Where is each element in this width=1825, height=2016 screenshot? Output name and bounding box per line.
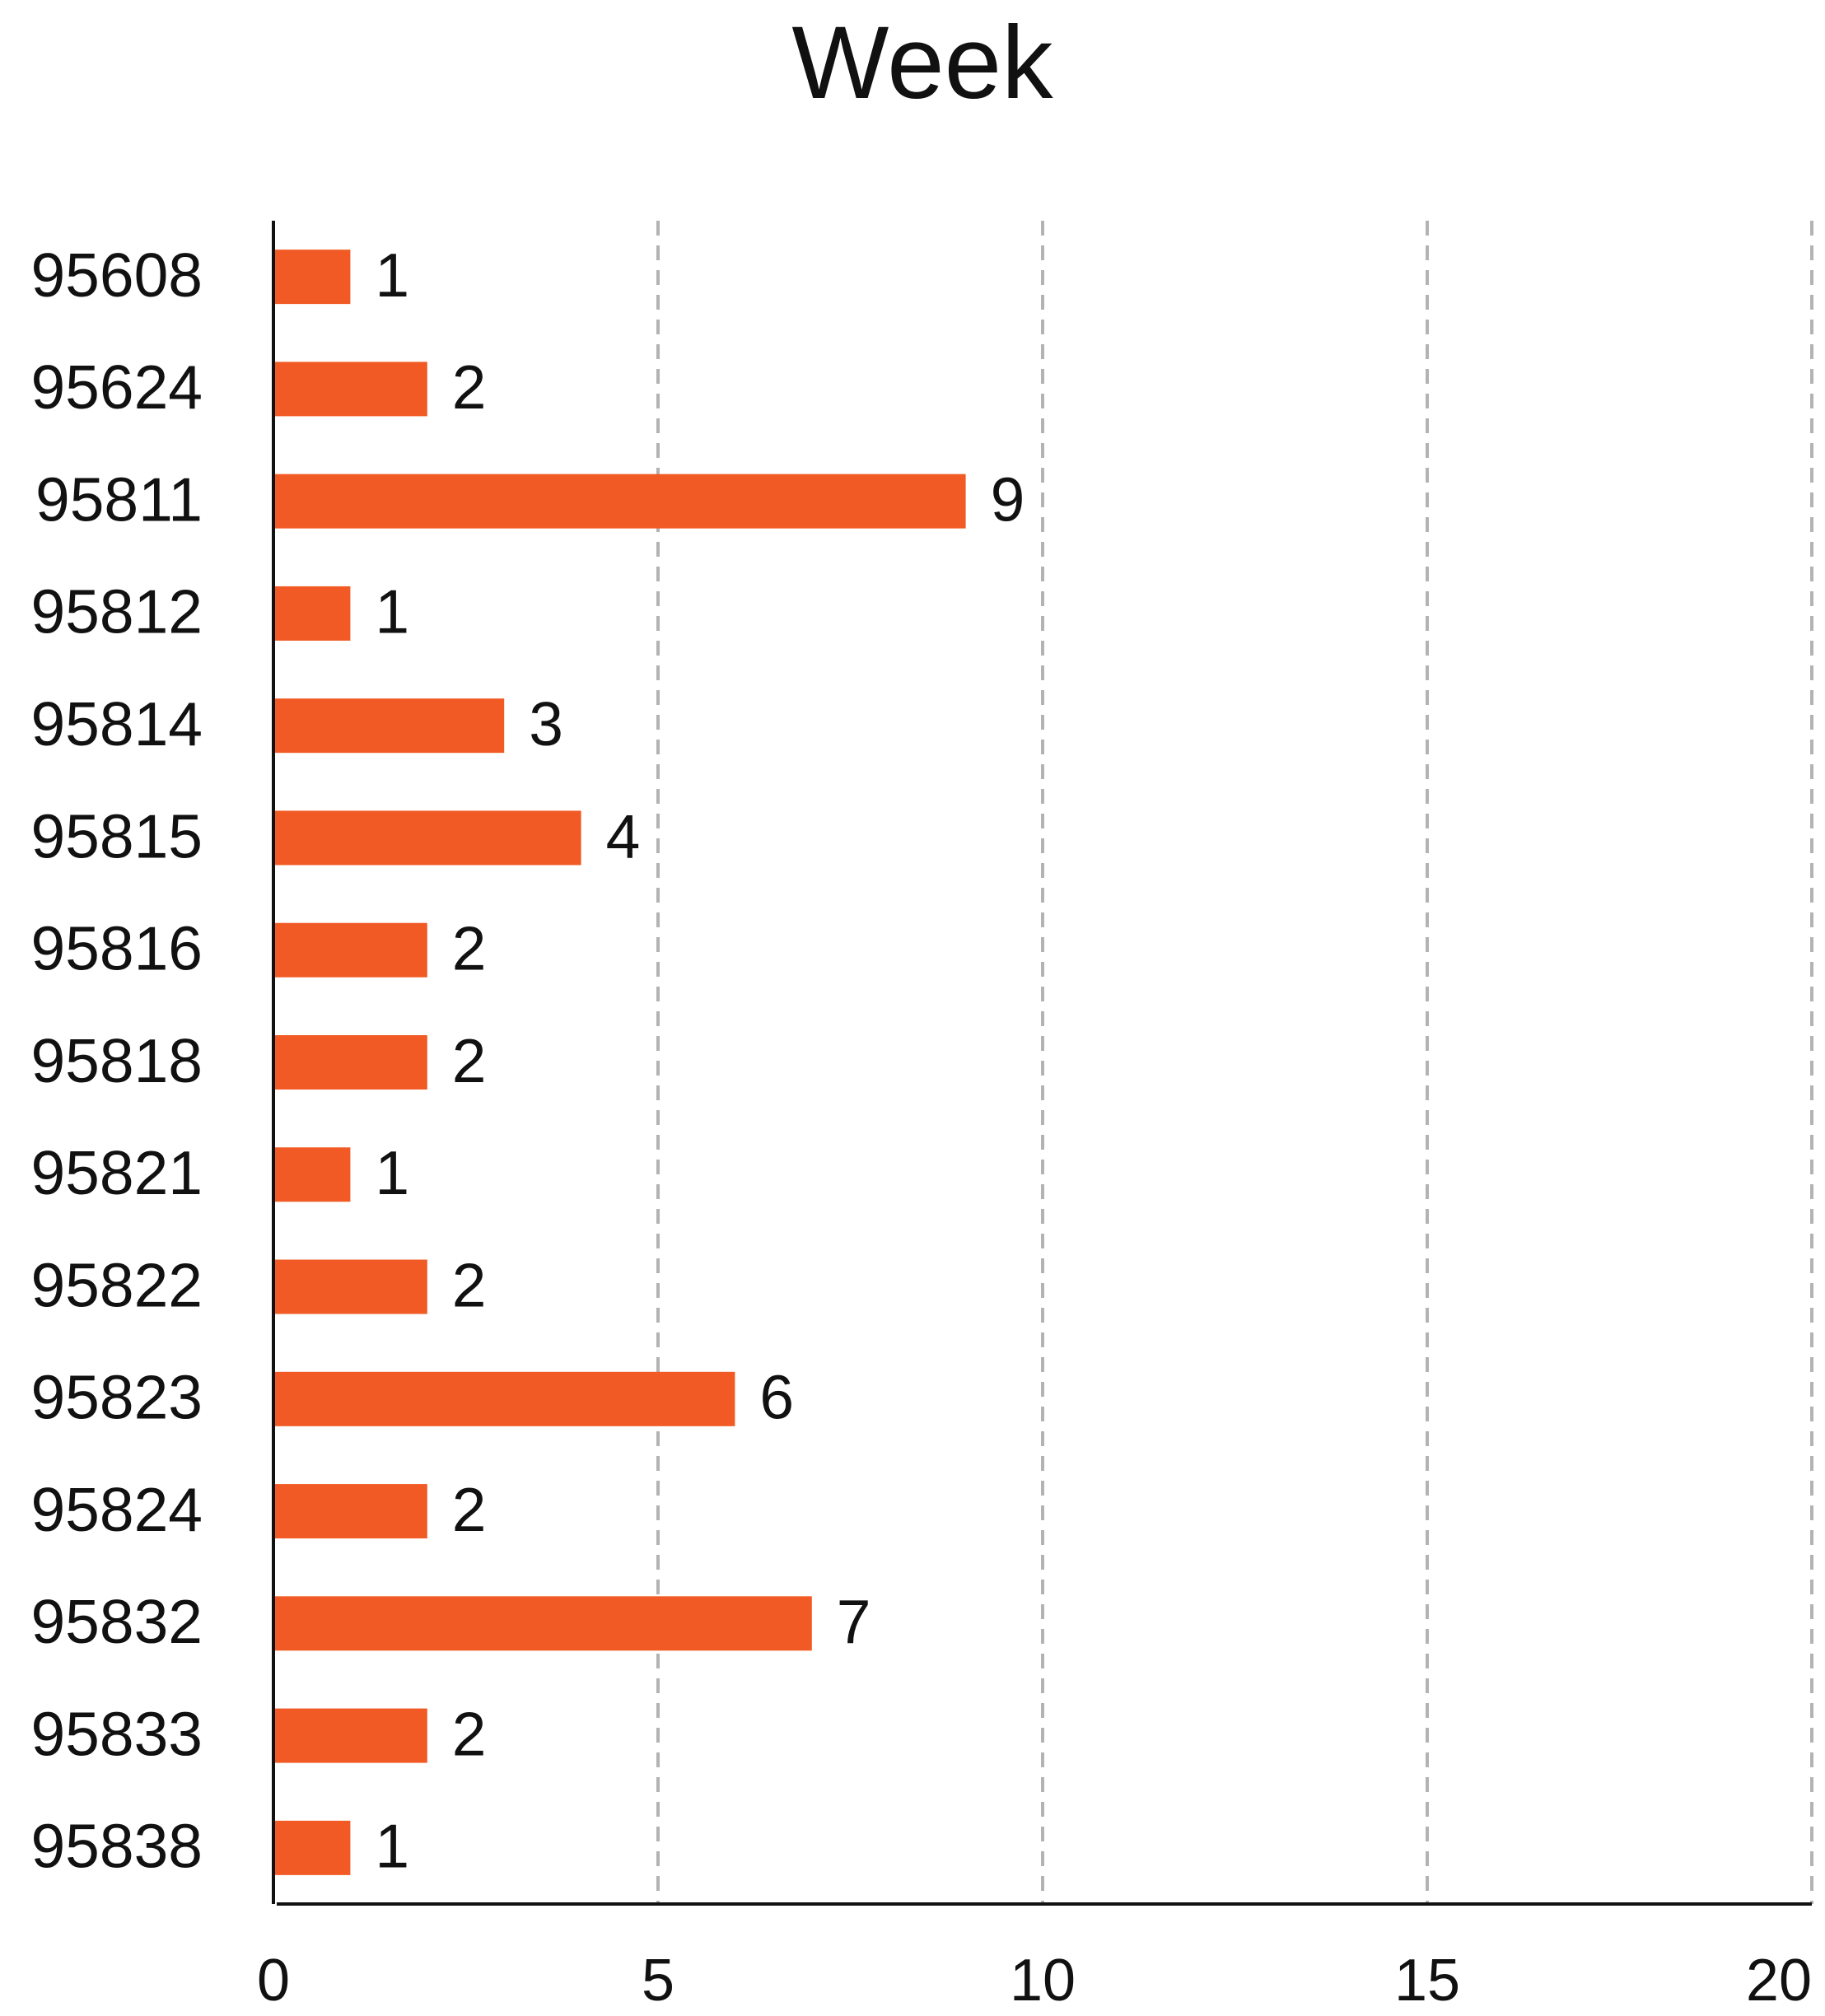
bar	[273, 1371, 735, 1426]
bar	[273, 1147, 351, 1202]
y-tick-label: 95838	[30, 1812, 203, 1881]
y-tick-label: 95815	[30, 801, 203, 870]
value-label: 1	[375, 1812, 409, 1881]
y-tick-label: 95812	[30, 577, 203, 646]
value-label: 2	[452, 1475, 487, 1544]
bar	[273, 362, 427, 417]
y-tick-label: 95818	[30, 1026, 203, 1095]
x-tick-label: 20	[1746, 1948, 1812, 2014]
x-tick-label: 5	[642, 1948, 674, 2014]
y-tick-label: 95822	[30, 1250, 203, 1319]
bar	[273, 922, 427, 978]
value-label: 2	[452, 1699, 487, 1768]
bar	[273, 586, 351, 641]
value-label: 1	[375, 577, 409, 646]
x-tick-label: 0	[257, 1948, 290, 2014]
y-tick-label: 95624	[30, 352, 203, 422]
value-label: 2	[452, 1250, 487, 1319]
value-label: 4	[606, 801, 641, 870]
value-label: 2	[452, 352, 487, 422]
y-tick-label: 95811	[35, 464, 203, 534]
bar	[273, 250, 351, 305]
y-tick-label: 95821	[30, 1138, 203, 1207]
bar	[273, 474, 966, 529]
y-tick-label: 95608	[30, 240, 203, 310]
x-tick-label: 10	[1010, 1948, 1076, 2014]
value-label: 2	[452, 914, 487, 983]
bar	[273, 1035, 427, 1090]
bar	[273, 1820, 351, 1875]
y-tick-label: 95823	[30, 1363, 203, 1432]
value-label: 1	[375, 240, 409, 310]
x-tick-label: 15	[1394, 1948, 1460, 2014]
value-label: 1	[375, 1138, 409, 1207]
y-tick-label: 95824	[30, 1475, 203, 1544]
y-tick-label: 95814	[30, 689, 203, 758]
bar	[273, 698, 505, 754]
chart-title: Week	[791, 6, 1053, 120]
bar	[273, 1708, 427, 1763]
bar	[273, 1484, 427, 1539]
bar	[273, 1596, 812, 1651]
value-label: 2	[452, 1026, 487, 1095]
bar	[273, 810, 581, 866]
y-tick-label: 95832	[30, 1587, 203, 1656]
value-label: 6	[759, 1363, 794, 1432]
value-label: 3	[529, 689, 563, 758]
value-label: 9	[991, 464, 1025, 534]
value-label: 7	[837, 1587, 871, 1656]
bar	[273, 1259, 427, 1314]
y-tick-label: 95816	[30, 914, 203, 983]
y-tick-label: 95833	[30, 1699, 203, 1768]
